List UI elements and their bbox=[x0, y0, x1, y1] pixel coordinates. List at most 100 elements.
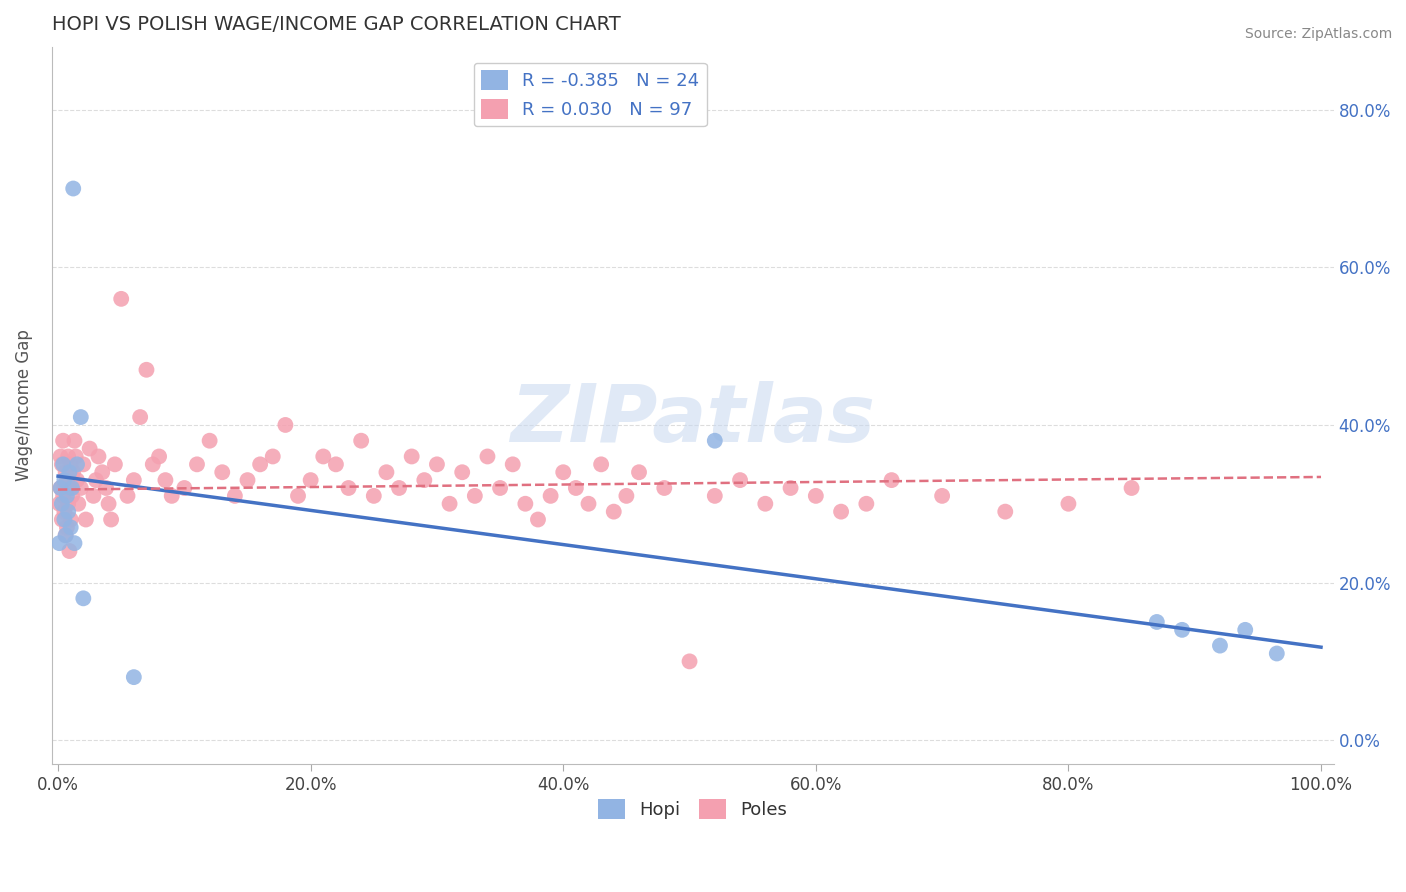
Poles bbox=[728, 473, 751, 487]
Poles bbox=[464, 489, 486, 503]
Poles bbox=[55, 528, 77, 542]
Poles bbox=[591, 458, 613, 472]
Poles bbox=[110, 292, 132, 306]
Poles bbox=[1121, 481, 1143, 495]
Hopi bbox=[48, 536, 70, 550]
Poles bbox=[994, 505, 1017, 519]
Poles bbox=[173, 481, 195, 495]
Poles bbox=[56, 450, 79, 464]
Poles bbox=[63, 434, 86, 448]
Poles bbox=[62, 465, 84, 479]
Poles bbox=[52, 489, 75, 503]
Poles bbox=[830, 505, 852, 519]
Hopi bbox=[63, 536, 86, 550]
Y-axis label: Wage/Income Gap: Wage/Income Gap bbox=[15, 329, 32, 481]
Poles bbox=[84, 473, 107, 487]
Hopi bbox=[53, 473, 76, 487]
Poles bbox=[515, 497, 537, 511]
Poles bbox=[51, 512, 73, 526]
Poles bbox=[931, 489, 953, 503]
Poles bbox=[375, 465, 398, 479]
Text: HOPI VS POLISH WAGE/INCOME GAP CORRELATION CHART: HOPI VS POLISH WAGE/INCOME GAP CORRELATI… bbox=[52, 15, 620, 34]
Poles bbox=[79, 442, 101, 456]
Poles bbox=[122, 473, 145, 487]
Poles bbox=[56, 497, 79, 511]
Poles bbox=[401, 450, 423, 464]
Poles bbox=[439, 497, 461, 511]
Poles bbox=[65, 450, 87, 464]
Hopi bbox=[51, 497, 73, 511]
Poles bbox=[100, 512, 122, 526]
Hopi bbox=[59, 520, 82, 534]
Poles bbox=[337, 481, 360, 495]
Poles bbox=[104, 458, 127, 472]
Poles bbox=[477, 450, 499, 464]
Poles bbox=[160, 489, 183, 503]
Poles bbox=[325, 458, 347, 472]
Hopi bbox=[1171, 623, 1194, 637]
Hopi bbox=[69, 410, 91, 425]
Hopi bbox=[62, 181, 84, 195]
Poles bbox=[198, 434, 221, 448]
Poles bbox=[49, 450, 72, 464]
Poles bbox=[363, 489, 385, 503]
Poles bbox=[553, 465, 575, 479]
Hopi bbox=[66, 458, 89, 472]
Hopi bbox=[703, 434, 725, 448]
Poles bbox=[426, 458, 449, 472]
Poles bbox=[451, 465, 474, 479]
Hopi bbox=[56, 505, 79, 519]
Poles bbox=[48, 497, 70, 511]
Poles bbox=[527, 512, 550, 526]
Poles bbox=[67, 497, 90, 511]
Hopi bbox=[1209, 639, 1232, 653]
Hopi bbox=[58, 465, 80, 479]
Poles bbox=[129, 410, 152, 425]
Poles bbox=[97, 497, 120, 511]
Hopi bbox=[1234, 623, 1257, 637]
Poles bbox=[855, 497, 877, 511]
Poles bbox=[55, 465, 77, 479]
Poles bbox=[91, 465, 114, 479]
Poles bbox=[75, 512, 97, 526]
Poles bbox=[249, 458, 271, 472]
Poles bbox=[53, 481, 76, 495]
Poles bbox=[224, 489, 246, 503]
Hopi bbox=[72, 591, 94, 606]
Poles bbox=[117, 489, 139, 503]
Poles bbox=[603, 505, 626, 519]
Hopi bbox=[52, 458, 75, 472]
Poles bbox=[678, 654, 700, 668]
Poles bbox=[56, 520, 79, 534]
Poles bbox=[779, 481, 801, 495]
Poles bbox=[72, 458, 94, 472]
Poles bbox=[388, 481, 411, 495]
Poles bbox=[148, 450, 170, 464]
Poles bbox=[52, 434, 75, 448]
Hopi bbox=[55, 528, 77, 542]
Hopi bbox=[122, 670, 145, 684]
Text: ZIPatlas: ZIPatlas bbox=[510, 381, 875, 458]
Poles bbox=[135, 363, 157, 377]
Hopi bbox=[56, 489, 79, 503]
Legend: Hopi, Poles: Hopi, Poles bbox=[591, 792, 794, 827]
Poles bbox=[312, 450, 335, 464]
Poles bbox=[94, 481, 117, 495]
Poles bbox=[502, 458, 524, 472]
Poles bbox=[82, 489, 104, 503]
Hopi bbox=[49, 481, 72, 495]
Text: Source: ZipAtlas.com: Source: ZipAtlas.com bbox=[1244, 27, 1392, 41]
Poles bbox=[56, 473, 79, 487]
Poles bbox=[262, 450, 284, 464]
Poles bbox=[1057, 497, 1080, 511]
Poles bbox=[211, 465, 233, 479]
Poles bbox=[578, 497, 600, 511]
Poles bbox=[87, 450, 110, 464]
Poles bbox=[754, 497, 776, 511]
Hopi bbox=[60, 481, 83, 495]
Poles bbox=[142, 458, 165, 472]
Poles bbox=[66, 473, 89, 487]
Poles bbox=[489, 481, 512, 495]
Poles bbox=[59, 458, 82, 472]
Poles bbox=[804, 489, 827, 503]
